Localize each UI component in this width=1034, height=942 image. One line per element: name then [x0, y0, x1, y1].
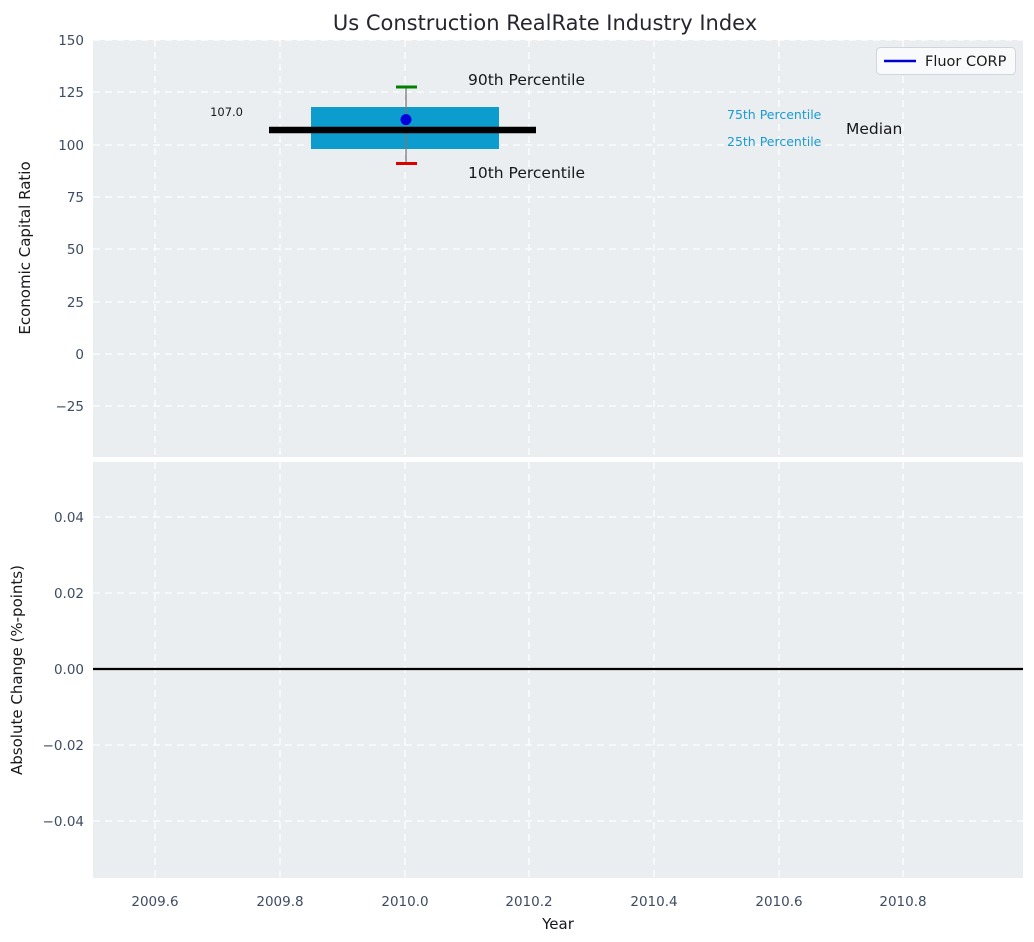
bottom-y-axis-label: Absolute Change (%-points)	[8, 565, 26, 775]
x-tick: 2010.4	[630, 894, 677, 910]
top-axes-background	[93, 40, 1023, 457]
y-tick: 50	[67, 242, 84, 258]
x-tick: 2010.6	[755, 894, 802, 910]
x-tick: 2010.0	[381, 894, 428, 910]
y-tick: 0.04	[54, 510, 84, 526]
y-tick: 0.02	[54, 586, 84, 602]
x-tick: 2010.8	[879, 894, 926, 910]
y-tick: 0.00	[54, 662, 84, 678]
legend-label: Fluor CORP	[925, 54, 1007, 70]
x-tick: 2009.6	[131, 894, 178, 910]
median-annotation: Median	[846, 120, 902, 138]
legend: Fluor CORP	[876, 47, 1016, 75]
x-axis-label: Year	[541, 915, 575, 933]
x-tick-labels: 2009.6 2009.8 2010.0 2010.2 2010.4 2010.…	[131, 894, 926, 910]
company-point	[400, 114, 412, 126]
top-y-tick-labels: 150 125 100 75 50 25 0 −25	[56, 33, 85, 415]
y-tick: 75	[67, 190, 84, 206]
y-tick: −25	[56, 399, 85, 415]
y-tick: 125	[58, 85, 84, 101]
x-tick: 2009.8	[256, 894, 303, 910]
box-plot-group	[269, 85, 536, 165]
y-tick: 25	[67, 295, 84, 311]
p25-annotation: 25th Percentile	[727, 134, 822, 149]
y-tick: −0.02	[43, 738, 84, 754]
y-tick: 100	[58, 138, 84, 154]
p10-annotation: 10th Percentile	[468, 164, 585, 182]
median-value-annotation: 107.0	[210, 105, 243, 119]
top-grid	[93, 39, 1023, 457]
bottom-y-tick-labels: 0.04 0.02 0.00 −0.02 −0.04	[43, 510, 84, 830]
legend-box	[876, 47, 1016, 75]
p90-annotation: 90th Percentile	[468, 71, 585, 89]
top-y-axis-label: Economic Capital Ratio	[16, 161, 34, 334]
y-tick: 0	[75, 347, 84, 363]
y-tick: −0.04	[43, 814, 84, 830]
chart-title: Us Construction RealRate Industry Index	[333, 11, 757, 35]
x-tick: 2010.2	[505, 894, 552, 910]
y-tick: 150	[58, 33, 84, 49]
p75-annotation: 75th Percentile	[727, 107, 822, 122]
